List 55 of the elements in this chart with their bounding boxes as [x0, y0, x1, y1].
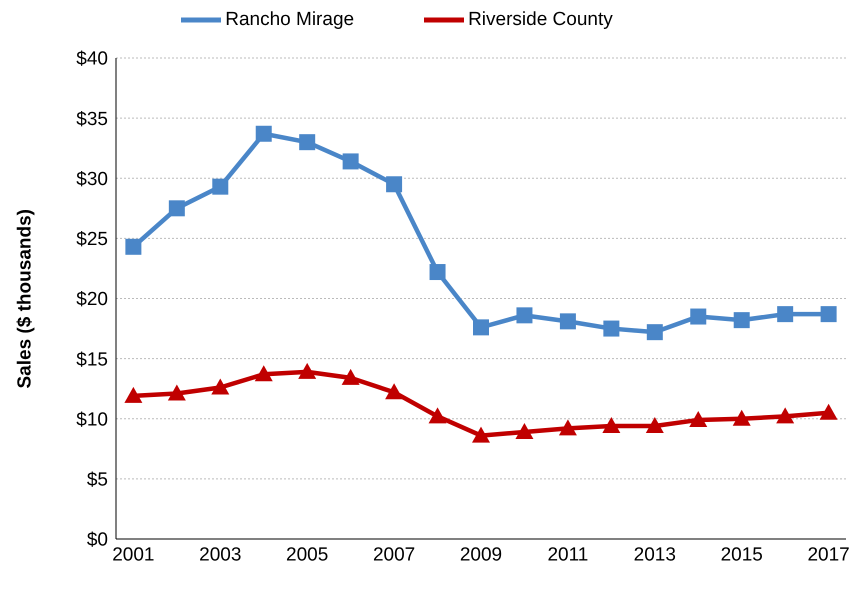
point	[473, 319, 489, 336]
point	[254, 365, 273, 382]
point	[168, 384, 186, 400]
point	[646, 324, 663, 340]
point	[256, 126, 272, 142]
x-tick-label: 2005	[286, 544, 328, 566]
point	[124, 386, 142, 403]
point	[734, 312, 750, 328]
y-tick-label: $40	[76, 48, 108, 70]
point	[515, 422, 534, 439]
point	[690, 308, 706, 325]
y-tick-label: $0	[86, 530, 108, 551]
point	[732, 410, 751, 426]
x-tick-label: 2013	[634, 544, 676, 566]
point	[558, 419, 577, 436]
point	[298, 362, 316, 379]
point	[342, 368, 360, 385]
x-tick-label: 2011	[547, 544, 588, 566]
point	[342, 153, 359, 170]
x-tick-label: 2007	[372, 544, 416, 566]
point	[211, 378, 230, 394]
x-tick-label: 2015	[720, 544, 763, 566]
point	[385, 383, 404, 400]
point	[212, 178, 228, 195]
point	[777, 306, 794, 322]
point	[560, 313, 576, 330]
point	[299, 134, 316, 150]
y-tick-label: $10	[76, 409, 108, 430]
point	[602, 416, 620, 433]
point	[516, 307, 532, 324]
x-tick-label: 2001	[112, 544, 155, 566]
point	[646, 416, 664, 433]
point	[820, 404, 838, 420]
point	[472, 426, 490, 443]
point	[168, 200, 185, 216]
x-tick-label: 2003	[199, 544, 242, 566]
x-tick-label: 2009	[460, 544, 502, 566]
point	[125, 238, 142, 255]
legend-label: Riverside County	[468, 9, 613, 30]
point	[430, 264, 446, 280]
point	[603, 320, 620, 337]
y-tick-label: $30	[76, 168, 108, 190]
y-axis-title: Sales ($ thousands)	[14, 209, 36, 388]
y-tick-label: $35	[76, 108, 108, 130]
y-tick-label: $5	[86, 470, 108, 491]
legend-label: Rancho Mirage	[225, 9, 354, 30]
point	[386, 176, 402, 192]
x-tick-label: 2017	[807, 544, 850, 566]
point	[428, 407, 447, 424]
y-tick-label: $25	[76, 229, 108, 250]
point	[776, 407, 794, 424]
point	[689, 410, 708, 427]
point	[820, 306, 837, 322]
y-tick-label: $15	[76, 349, 108, 370]
y-tick-label: $20	[76, 289, 108, 310]
